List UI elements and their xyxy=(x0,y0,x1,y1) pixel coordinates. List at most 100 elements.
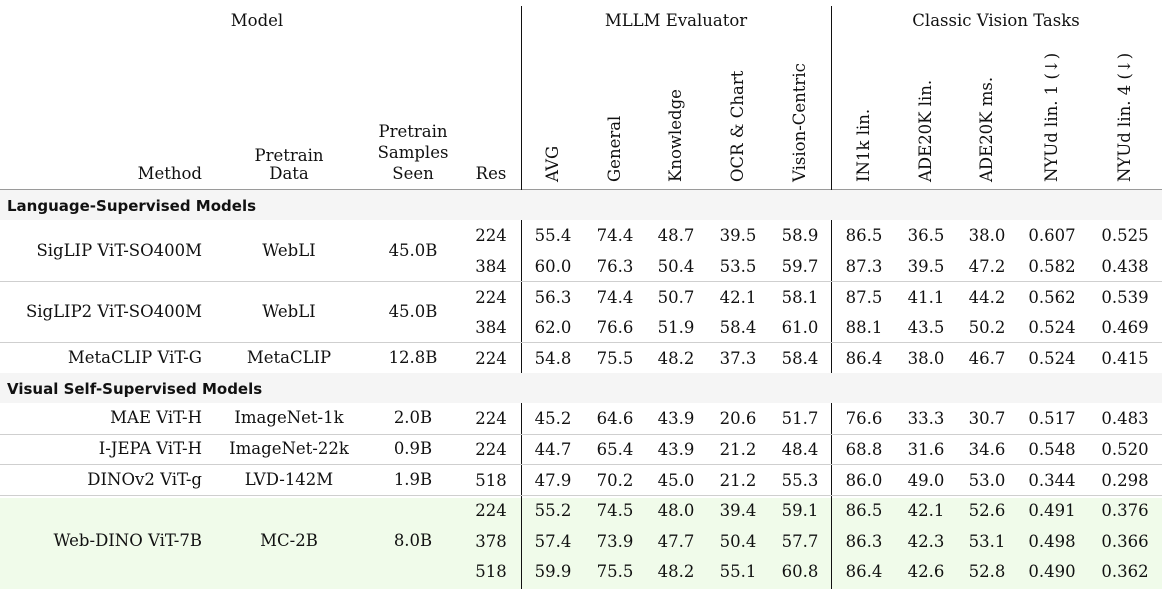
mllm-score: 37.3 xyxy=(719,348,757,368)
vision-score: 68.8 xyxy=(845,439,883,459)
group-rule xyxy=(0,434,1162,435)
mllm-score: 48.4 xyxy=(781,439,819,459)
vision-score: 31.6 xyxy=(907,439,945,459)
vision-score: 52.6 xyxy=(968,501,1006,521)
col-header-vision-centric: Vision-Centric xyxy=(790,63,809,182)
vision-score: 0.607 xyxy=(1028,226,1076,246)
mllm-score: 51.7 xyxy=(781,409,819,429)
method-name: MetaCLIP ViT-G xyxy=(67,347,202,367)
vision-score: 0.539 xyxy=(1101,287,1149,307)
vision-score: 0.415 xyxy=(1101,348,1149,368)
vision-score: 43.5 xyxy=(907,318,945,338)
vision-score: 86.5 xyxy=(845,501,883,521)
vision-score: 0.498 xyxy=(1028,531,1076,551)
method-name: MAE ViT-H xyxy=(110,408,202,428)
mllm-score: 50.4 xyxy=(657,256,695,276)
vision-score: 0.490 xyxy=(1028,562,1076,582)
mllm-score: 75.5 xyxy=(596,562,634,582)
col-header-general: General xyxy=(605,115,624,182)
vision-score: 46.7 xyxy=(968,348,1006,368)
col-header-avg: AVG xyxy=(543,145,562,182)
pretrain-samples: 2.0B xyxy=(393,408,433,428)
vision-score: 0.524 xyxy=(1028,318,1076,338)
vision-score: 50.2 xyxy=(968,318,1006,338)
mllm-score: 57.7 xyxy=(781,531,819,551)
vision-score: 0.469 xyxy=(1101,318,1149,338)
res-value: 378 xyxy=(475,531,507,551)
mllm-score: 54.8 xyxy=(534,348,572,368)
vision-score: 0.376 xyxy=(1101,501,1149,521)
col-header-samples-3: Seen xyxy=(392,164,434,183)
vision-score: 30.7 xyxy=(968,409,1006,429)
mllm-score: 45.2 xyxy=(534,409,572,429)
mllm-score: 56.3 xyxy=(534,287,572,307)
mllm-score: 55.1 xyxy=(719,562,757,582)
vision-score: 0.520 xyxy=(1101,439,1149,459)
mllm-score: 55.3 xyxy=(781,470,819,490)
group-rule xyxy=(0,281,1162,282)
pretrain-data: MC-2B xyxy=(260,530,318,550)
method-name: DINOv2 ViT-g xyxy=(87,469,202,489)
mllm-score: 65.4 xyxy=(596,439,634,459)
res-value: 224 xyxy=(475,439,507,459)
vision-score: 87.3 xyxy=(845,256,883,276)
vision-score: 0.562 xyxy=(1028,287,1076,307)
header-rule xyxy=(0,189,1162,190)
mllm-score: 51.9 xyxy=(657,318,695,338)
mllm-score: 21.2 xyxy=(719,439,757,459)
group-header-model: Model xyxy=(230,11,284,30)
col-header-samples-2: Samples xyxy=(377,143,449,162)
col-header-nyud-lin-1: NYUd lin. 1 (↓) xyxy=(1042,52,1061,182)
vision-score: 33.3 xyxy=(907,409,945,429)
vision-score: 0.362 xyxy=(1101,562,1149,582)
vision-score: 86.0 xyxy=(845,470,883,490)
group-rule xyxy=(0,342,1162,343)
mllm-score: 48.2 xyxy=(657,562,695,582)
method-name: Web-DINO ViT-7B xyxy=(53,530,202,550)
vision-score: 39.5 xyxy=(907,256,945,276)
mllm-score: 44.7 xyxy=(534,439,572,459)
section-band xyxy=(0,373,1162,403)
res-value: 224 xyxy=(475,226,507,246)
res-value: 224 xyxy=(475,348,507,368)
mllm-score: 61.0 xyxy=(781,318,819,338)
mllm-score: 75.5 xyxy=(596,348,634,368)
mllm-score: 21.2 xyxy=(719,470,757,490)
pretrain-samples: 8.0B xyxy=(393,530,433,550)
mllm-score: 42.1 xyxy=(719,287,757,307)
mllm-score: 48.7 xyxy=(657,226,695,246)
vision-score: 86.5 xyxy=(845,226,883,246)
vision-score: 0.524 xyxy=(1028,348,1076,368)
mllm-score: 76.6 xyxy=(596,318,634,338)
pretrain-samples: 0.9B xyxy=(393,438,433,458)
vision-score: 0.517 xyxy=(1028,409,1076,429)
vision-score: 41.1 xyxy=(907,287,945,307)
method-name: SigLIP ViT-SO400M xyxy=(36,240,202,260)
group-rule xyxy=(0,464,1162,465)
mllm-score: 76.3 xyxy=(596,256,634,276)
pretrain-samples: 1.9B xyxy=(393,469,433,489)
vision-score: 0.548 xyxy=(1028,439,1076,459)
vision-score: 0.483 xyxy=(1101,409,1149,429)
vision-score: 0.525 xyxy=(1101,226,1149,246)
vision-score: 53.1 xyxy=(968,531,1006,551)
vision-score: 34.6 xyxy=(968,439,1006,459)
mllm-score: 64.6 xyxy=(596,409,634,429)
pretrain-samples: 12.8B xyxy=(388,347,438,367)
vision-score: 44.2 xyxy=(968,287,1006,307)
mllm-score: 58.4 xyxy=(781,348,819,368)
mllm-score: 58.1 xyxy=(781,287,819,307)
res-value: 518 xyxy=(475,562,507,582)
mllm-score: 59.9 xyxy=(534,562,572,582)
vision-score: 47.2 xyxy=(968,256,1006,276)
highlight-band xyxy=(0,498,1162,589)
mllm-score: 60.8 xyxy=(781,562,819,582)
vision-score: 86.4 xyxy=(845,348,883,368)
method-name: I-JEPA ViT-H xyxy=(98,438,202,458)
divider-model-mllm xyxy=(521,6,522,589)
mllm-score: 43.9 xyxy=(657,439,695,459)
col-header-ade20k-ms: ADE20K ms. xyxy=(977,76,996,182)
vision-score: 52.8 xyxy=(968,562,1006,582)
col-header-res: Res xyxy=(475,164,507,183)
vision-score: 0.344 xyxy=(1028,470,1076,490)
